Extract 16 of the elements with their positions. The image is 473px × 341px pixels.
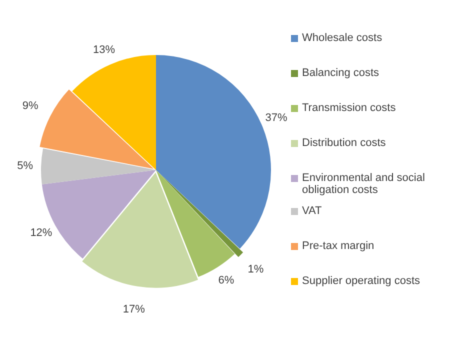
- data-label: 1%: [248, 264, 264, 276]
- data-label: 6%: [218, 274, 234, 287]
- legend-label: VAT: [302, 205, 322, 217]
- data-label: 13%: [92, 44, 116, 56]
- legend-label: Wholesale costs: [302, 32, 382, 44]
- data-label: 5%: [17, 160, 34, 172]
- legend-label: Environmental and social obligation costs: [302, 172, 426, 196]
- data-label: 9%: [22, 100, 39, 112]
- legend-label: Supplier operating costs: [302, 275, 420, 287]
- data-label: 37%: [265, 112, 288, 124]
- legend-label: Balancing costs: [302, 67, 380, 79]
- legend-label: Transmission costs: [302, 102, 396, 114]
- data-label: 12%: [30, 227, 52, 240]
- legend-label: Distribution costs: [302, 137, 386, 149]
- data-label: 17%: [122, 303, 146, 316]
- legend-label: Pre-tax margin: [302, 240, 374, 252]
